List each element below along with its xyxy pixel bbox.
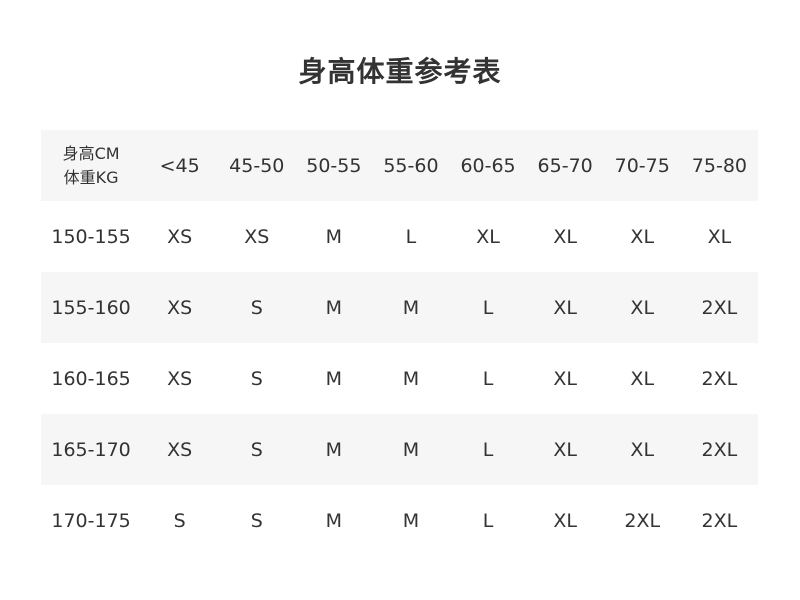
table-row: 160-165 XS S M M L XL XL 2XL — [41, 343, 758, 414]
size-cell: M — [402, 367, 420, 390]
size-cell: XL — [553, 367, 577, 390]
size-cell: M — [325, 509, 343, 532]
size-cell: L — [405, 225, 417, 248]
table-row: 165-170 XS S M M L XL XL 2XL — [41, 414, 758, 485]
size-cell: M — [295, 272, 373, 343]
size-cell: L — [482, 509, 494, 532]
height-cell: 155-160 — [41, 272, 142, 343]
size-cell: M — [295, 414, 373, 485]
weight-header: 55-60 — [372, 130, 450, 201]
table-row: 170-175 S S M M L XL 2XL 2XL — [41, 485, 758, 556]
weight-header: 50-55 — [295, 130, 373, 201]
size-cell: XL — [603, 272, 681, 343]
size-cell: XL — [707, 225, 732, 248]
size-cell: XL — [630, 225, 655, 248]
size-cell: 2XL — [701, 509, 738, 532]
size-cell: XL — [526, 414, 604, 485]
weight-header: 75-80 — [680, 130, 758, 201]
size-cell: S — [173, 509, 186, 532]
header-row: 身高CM 体重KG <45 45-50 50-55 55-60 60-65 65-70 70-7… — [41, 130, 758, 201]
size-cell: L — [449, 272, 527, 343]
height-cell: 160-165 — [51, 367, 131, 390]
size-chart-table: 身高CM 体重KG <45 45-50 50-55 55-60 60-65 65-70 70-7… — [41, 130, 758, 556]
size-cell: M — [325, 225, 343, 248]
size-cell: S — [218, 414, 296, 485]
size-cell: 2XL — [680, 272, 758, 343]
weight-header: 45-50 — [218, 130, 296, 201]
size-cell: XS — [141, 414, 219, 485]
size-cell: M — [372, 414, 450, 485]
size-cell: XS — [167, 225, 193, 248]
size-cell: M — [325, 367, 343, 390]
size-cell: 2XL — [680, 414, 758, 485]
weight-header: 70-75 — [603, 130, 681, 201]
size-cell: XL — [553, 225, 577, 248]
weight-header: 60-65 — [449, 130, 527, 201]
size-cell: L — [482, 367, 494, 390]
size-cell: XL — [603, 414, 681, 485]
weight-header: 65-70 — [526, 130, 604, 201]
size-cell: XS — [244, 225, 270, 248]
size-cell: XS — [167, 367, 193, 390]
page-title: 身高体重参考表 — [298, 55, 502, 88]
size-cell: L — [449, 414, 527, 485]
weight-header: <45 — [141, 130, 219, 201]
size-cell: 2XL — [624, 509, 661, 532]
size-cell: XL — [630, 367, 655, 390]
corner-label: 体重KG — [63, 167, 119, 187]
size-cell: S — [218, 272, 296, 343]
height-cell: 170-175 — [51, 509, 131, 532]
table-row: 155-160 XS S M M L XL XL 2XL — [41, 272, 758, 343]
size-cell: 2XL — [701, 367, 738, 390]
size-cell: M — [402, 509, 420, 532]
corner-label: 身高CM — [62, 143, 120, 163]
size-cell: XL — [476, 225, 500, 248]
size-cell: M — [372, 272, 450, 343]
size-cell: S — [250, 367, 263, 390]
corner-header: 身高CM 体重KG — [41, 130, 142, 201]
size-cell: XL — [526, 272, 604, 343]
table-row: 150-155 XS XS M L XL XL XL XL — [41, 201, 758, 272]
size-cell: S — [250, 509, 263, 532]
height-cell: 165-170 — [41, 414, 142, 485]
size-cell: XL — [553, 509, 577, 532]
height-cell: 150-155 — [51, 225, 131, 248]
size-cell: XS — [141, 272, 219, 343]
